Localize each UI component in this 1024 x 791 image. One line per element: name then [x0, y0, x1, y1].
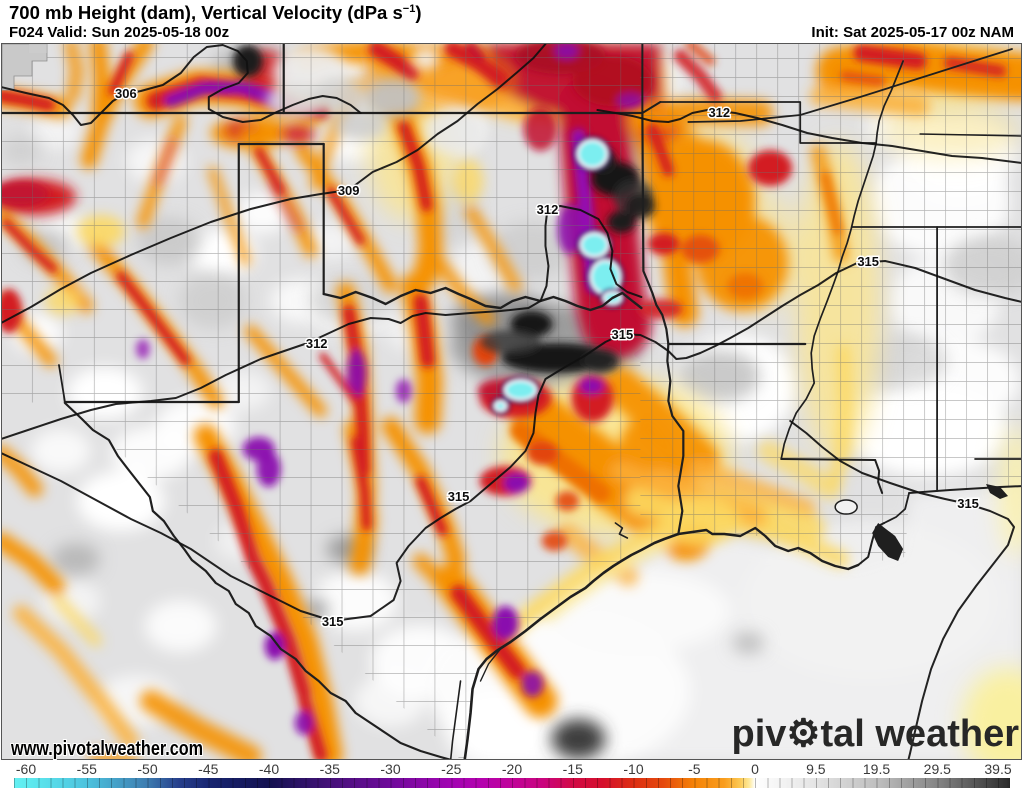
svg-text:306: 306 [115, 86, 137, 101]
svg-text:312: 312 [708, 105, 730, 120]
svg-text:315: 315 [448, 489, 470, 504]
svg-text:312: 312 [306, 336, 328, 351]
svg-text:312: 312 [537, 202, 559, 217]
svg-text:315: 315 [322, 614, 344, 629]
svg-text:315: 315 [957, 496, 979, 511]
svg-text:315: 315 [857, 254, 879, 269]
svg-text:309: 309 [338, 183, 360, 198]
svg-text:315: 315 [612, 327, 634, 342]
